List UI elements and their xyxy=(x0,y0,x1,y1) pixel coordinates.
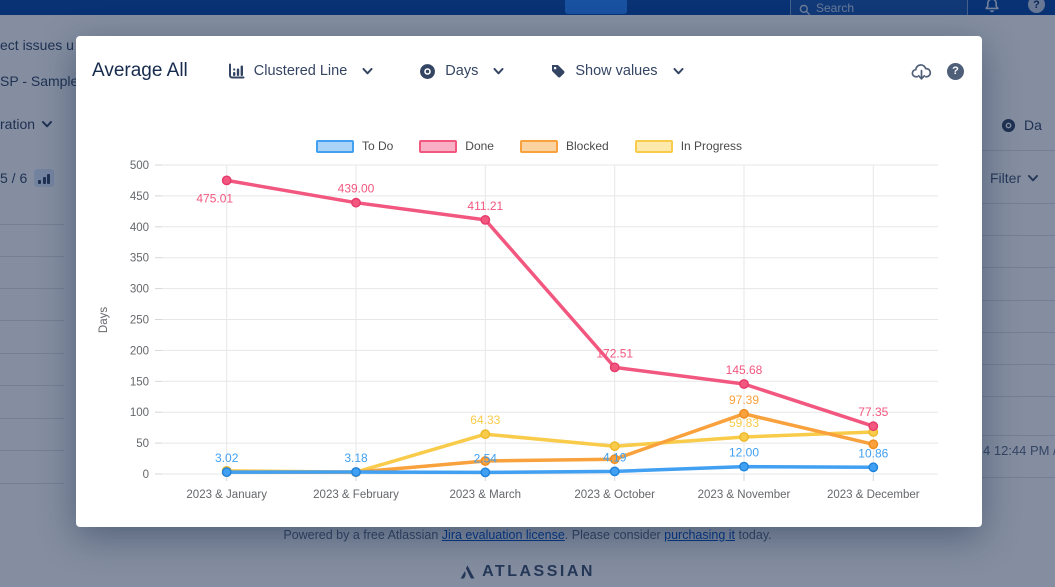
chart-type-label: Clustered Line xyxy=(253,63,348,79)
legend-item-blocked[interactable]: Blocked xyxy=(519,139,609,153)
legend-item-to-do[interactable]: To Do xyxy=(315,139,394,153)
legend-label: Blocked xyxy=(565,139,609,153)
svg-text:250: 250 xyxy=(130,315,149,327)
modal-header: Average All Clustered Line xyxy=(76,60,982,82)
svg-text:64.33: 64.33 xyxy=(470,413,500,427)
svg-text:145.68: 145.68 xyxy=(726,363,763,377)
legend-swatch xyxy=(634,139,673,153)
svg-text:411.21: 411.21 xyxy=(467,199,503,213)
svg-text:2.54: 2.54 xyxy=(474,451,498,465)
chart-type-dropdown[interactable]: Clustered Line xyxy=(228,63,374,79)
svg-text:3.02: 3.02 xyxy=(215,451,239,465)
legend-item-done[interactable]: Done xyxy=(419,139,494,153)
svg-text:500: 500 xyxy=(130,160,149,172)
svg-text:4.19: 4.19 xyxy=(603,450,627,464)
svg-text:97.39: 97.39 xyxy=(729,393,759,407)
chart-legend: To Do Done Blocked In Progress xyxy=(76,139,982,153)
legend-item-in-progress[interactable]: In Progress xyxy=(634,139,743,153)
svg-text:77.35: 77.35 xyxy=(858,405,888,419)
show-values-label: Show values xyxy=(575,63,658,79)
chevron-down-icon xyxy=(493,67,504,74)
chart-canvas[interactable]: 0 50 100 150 200 250 300 350 400 450 500 2023 & Jan… xyxy=(93,160,963,510)
tag-icon xyxy=(552,65,565,78)
chart-modal-dialog: Average All Clustered Line xyxy=(76,36,982,527)
svg-text:475.01: 475.01 xyxy=(196,191,233,205)
svg-text:3.18: 3.18 xyxy=(344,451,368,465)
svg-text:59.83: 59.83 xyxy=(729,416,759,430)
svg-text:400: 400 xyxy=(130,222,149,234)
unit-label: Days xyxy=(445,63,479,79)
legend-label: Done xyxy=(465,139,494,153)
legend-label: In Progress xyxy=(680,139,743,153)
svg-text:12.00: 12.00 xyxy=(729,446,759,460)
svg-text:172.51: 172.51 xyxy=(596,346,633,360)
chevron-down-icon xyxy=(673,67,684,74)
svg-text:2023 & December: 2023 & December xyxy=(827,489,920,501)
legend-swatch xyxy=(315,139,354,153)
svg-text:Days: Days xyxy=(98,307,110,333)
svg-text:300: 300 xyxy=(130,284,149,296)
svg-text:2023 & March: 2023 & March xyxy=(449,489,521,501)
eye-icon xyxy=(420,63,436,79)
svg-text:150: 150 xyxy=(130,376,149,388)
svg-text:10.86: 10.86 xyxy=(858,446,888,460)
legend-label: To Do xyxy=(361,139,394,153)
export-download-icon[interactable] xyxy=(911,62,932,81)
svg-text:200: 200 xyxy=(130,345,149,357)
svg-text:50: 50 xyxy=(136,438,149,450)
svg-text:350: 350 xyxy=(130,253,149,265)
svg-text:0: 0 xyxy=(143,469,149,481)
unit-dropdown[interactable]: Days xyxy=(419,63,504,80)
svg-text:2023 & November: 2023 & November xyxy=(698,489,791,501)
svg-text:2023 & January: 2023 & January xyxy=(186,489,267,501)
legend-swatch xyxy=(519,139,558,153)
svg-text:2023 & October: 2023 & October xyxy=(574,489,655,501)
svg-text:439.00: 439.00 xyxy=(338,182,375,196)
bar-chart-icon xyxy=(228,63,245,79)
svg-text:100: 100 xyxy=(130,407,149,419)
chart-title: Average All xyxy=(92,60,188,81)
svg-text:450: 450 xyxy=(130,191,149,203)
modal-help-icon[interactable]: ? xyxy=(947,62,964,80)
show-values-dropdown[interactable]: Show values xyxy=(550,63,684,79)
chevron-down-icon xyxy=(362,67,373,74)
modal-header-actions: ? xyxy=(911,62,964,81)
legend-swatch xyxy=(419,139,458,153)
svg-text:2023 & February: 2023 & February xyxy=(313,489,399,501)
